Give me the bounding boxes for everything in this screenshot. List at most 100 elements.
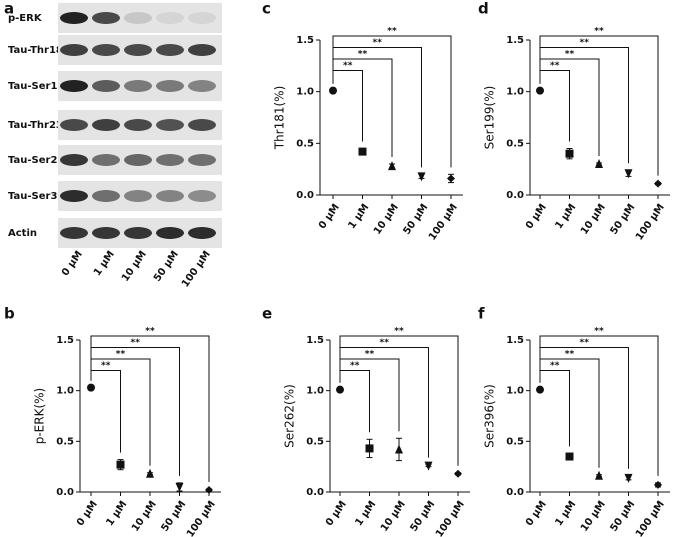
blot-band [188,44,216,56]
marker [454,469,462,478]
blot-band [60,190,88,202]
x-tick-label: 1 µM [104,499,129,528]
blot-band [156,44,184,56]
x-tick-label: 0 µM [75,499,100,528]
blot-lane-label: 10 µM [120,249,149,284]
x-tick-label: 100 µM [634,202,667,242]
blot-band [60,154,88,166]
significance-label: ** [550,361,560,371]
x-tick-label: 50 µM [401,202,430,237]
blot-band [92,119,120,131]
marker [146,468,154,478]
marker [116,460,125,469]
blot-band [188,154,216,166]
marker [205,485,213,494]
x-tick-label: 1 µM [353,499,378,528]
blot-row-label: Tau-Ser199 [8,81,71,92]
significance-label: ** [594,27,604,37]
significance-label: ** [116,350,126,360]
blot-band [156,190,184,202]
significance-bracket [332,70,363,142]
significance-label: ** [580,338,590,348]
significance-label: ** [394,327,404,337]
y-axis-label: Ser262(%) [283,384,297,448]
marker [536,385,544,394]
blot-row-label: Tau-Ser262 [8,155,71,166]
significance-label: ** [131,338,141,348]
y-tick-label: 1.0 [296,87,314,98]
marker [358,147,367,156]
x-tick-label: 100 µM [434,499,467,537]
x-tick-label: 0 µM [324,499,349,528]
y-tick-label: 0.5 [506,436,524,447]
significance-bracket [539,370,570,447]
x-tick-label: 50 µM [608,499,637,534]
significance-label: ** [594,327,604,337]
y-tick-label: 0.0 [306,487,324,498]
blot-band [60,80,88,92]
blot-lane-label: 50 µM [152,249,181,284]
significance-label: ** [365,350,375,360]
significance-label: ** [580,38,590,48]
x-tick-label: 1 µM [553,202,578,231]
blot-band [188,80,216,92]
y-tick-label: 1.5 [296,35,314,46]
blot-lane-label: 0 µM [60,249,85,278]
x-tick-label: 50 µM [159,499,188,534]
blot-row-label: Actin [8,228,37,239]
significance-label: ** [145,327,155,337]
marker [595,470,603,480]
blot-band [124,227,152,239]
blot-band [124,12,152,24]
y-tick-label: 0.0 [56,487,74,498]
significance-bracket [539,70,570,142]
panel-label: c [262,0,271,18]
marker [175,482,184,492]
blot-band [60,119,88,131]
blot-band [124,44,152,56]
blot-band [156,154,184,166]
y-tick-label: 0.5 [296,138,314,149]
y-tick-label: 1.5 [506,335,524,346]
significance-label: ** [350,361,360,371]
x-tick-label: 100 µM [427,202,460,242]
y-tick-label: 1.0 [506,386,524,397]
blot-band [124,80,152,92]
y-tick-label: 0.0 [506,487,524,498]
y-tick-label: 1.0 [506,87,524,98]
y-tick-label: 0.5 [506,138,524,149]
x-tick-label: 0 µM [524,202,549,231]
panel-label: f [478,305,485,323]
blot-band [156,119,184,131]
blot-band [188,119,216,131]
significance-bracket [539,35,659,176]
blot-band [92,154,120,166]
significance-bracket [90,370,121,453]
x-tick-label: 1 µM [553,499,578,528]
x-tick-label: 10 µM [372,202,401,237]
y-tick-label: 0.0 [296,190,314,201]
x-tick-label: 50 µM [408,499,437,534]
x-tick-label: 1 µM [346,202,371,231]
significance-label: ** [101,361,111,371]
x-tick-label: 0 µM [524,499,549,528]
y-tick-label: 1.0 [56,386,74,397]
marker [624,169,633,179]
significance-label: ** [380,338,390,348]
significance-bracket [332,35,452,168]
x-tick-label: 50 µM [608,202,637,237]
significance-label: ** [358,50,368,60]
x-tick-label: 0 µM [317,202,342,231]
y-axis-label: p-ERK(%) [33,388,47,445]
significance-label: ** [550,61,560,71]
marker [565,452,574,461]
x-tick-label: 10 µM [579,202,608,237]
y-axis-label: Thr181(%) [273,86,287,151]
y-tick-label: 0.5 [306,436,324,447]
significance-label: ** [373,38,383,48]
y-tick-label: 1.5 [56,335,74,346]
marker [329,86,337,95]
y-tick-label: 1.5 [506,35,524,46]
marker [654,480,662,489]
